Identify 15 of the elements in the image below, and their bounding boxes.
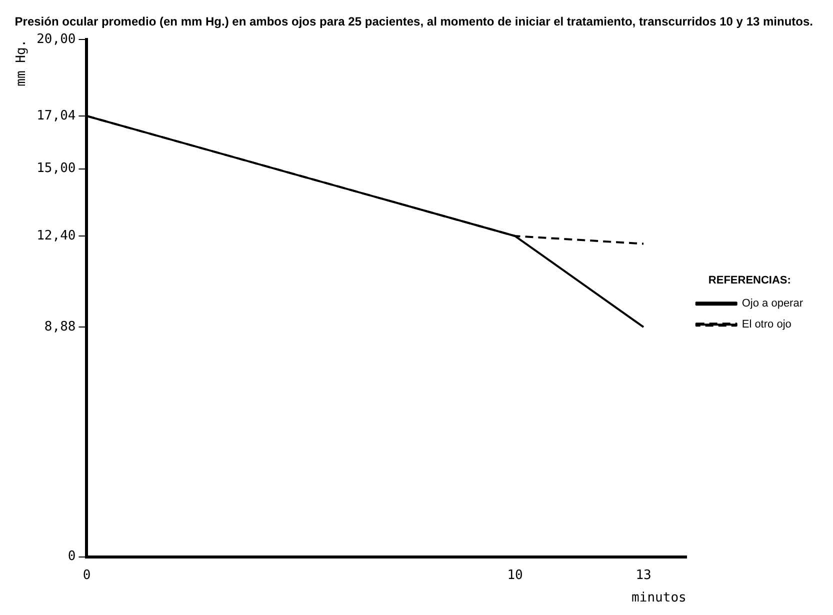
y-tick-label: 8,88 — [44, 319, 76, 334]
y-tick-label: 0 — [68, 549, 76, 564]
x-tick-label: 13 — [636, 568, 652, 583]
y-tick-label: 20,00 — [36, 32, 76, 47]
legend-label: El otro ojo — [742, 318, 792, 331]
y-tick-label: 17,04 — [36, 108, 76, 124]
legend-title: REFERENCIAS: — [708, 274, 791, 286]
y-axis-title: mm Hg. — [14, 39, 30, 86]
chart-title: Presión ocular promedio (en mm Hg.) en ambos ojos para 25 pacientes, al momento de iniciar el tratamiento, transcurridos 10 y 13 minutos. — [14, 14, 813, 29]
legend-label: Ojo a operar — [742, 298, 804, 310]
x-tick-label: 0 — [82, 568, 91, 583]
y-tick-label: 12,40 — [36, 228, 76, 244]
x-tick-label: 10 — [507, 568, 523, 583]
x-axis-title: minutos — [632, 590, 686, 606]
y-tick-label: 15,00 — [36, 161, 76, 176]
